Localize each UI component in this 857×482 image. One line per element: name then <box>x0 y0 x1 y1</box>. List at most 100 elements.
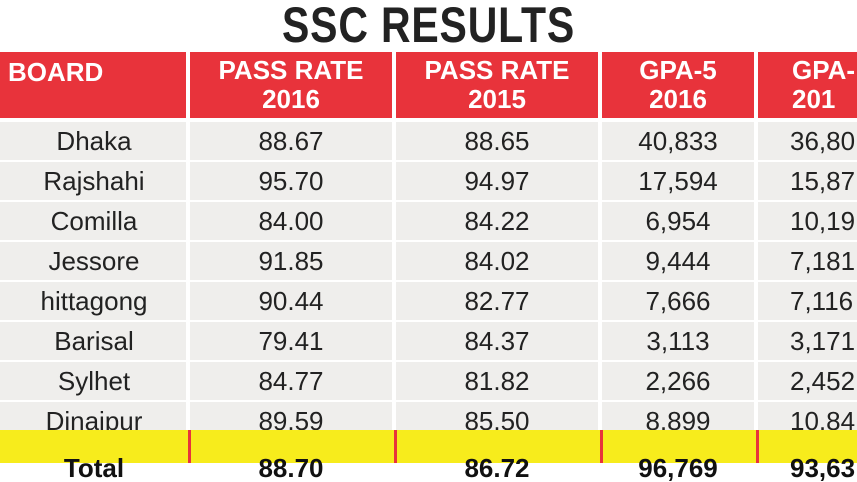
table-cell: 81.82 <box>396 362 598 400</box>
table-cell: 15,87 <box>758 162 857 200</box>
cell-text: 88.67 <box>258 125 324 156</box>
table-cell: 94.97 <box>396 162 598 200</box>
cell-text: 2,266 <box>645 365 711 396</box>
table-cell: 7,666 <box>602 282 754 320</box>
table-cell: 84.37 <box>396 322 598 360</box>
total-text: 93,63 <box>790 452 856 482</box>
cell-text: 91.85 <box>258 245 324 276</box>
cell-text: 15,87 <box>790 165 856 196</box>
header-text: GPA-5 <box>639 55 717 85</box>
table-cell: 84.77 <box>190 362 392 400</box>
table-cell: 3,171 <box>758 322 857 360</box>
table-cell: Comilla <box>0 202 186 240</box>
total-text: 86.72 <box>464 452 530 482</box>
cell-text: Dhaka <box>56 125 132 156</box>
table-cell: 10,19 <box>758 202 857 240</box>
table-cell: 2,452 <box>758 362 857 400</box>
cell-text: 2,452 <box>790 365 856 396</box>
header-text: BOARD <box>8 57 104 87</box>
table-cell: 84.00 <box>190 202 392 240</box>
total-cell: 88.70 <box>190 448 392 482</box>
cell-text: 88.65 <box>464 125 530 156</box>
cell-text: 82.77 <box>464 285 530 316</box>
cell-text: hittagong <box>40 285 148 316</box>
table-cell: 84.22 <box>396 202 598 240</box>
cell-text: Barisal <box>54 325 134 356</box>
cell-text: 6,954 <box>645 205 711 236</box>
cell-text: 7,666 <box>645 285 711 316</box>
cell-text: 40,833 <box>638 125 718 156</box>
table-cell: 90.44 <box>190 282 392 320</box>
header-cell: GPA- 201 <box>758 52 857 118</box>
table-cell: 7,181 <box>758 242 857 280</box>
header-cell: PASS RATE 2015 <box>396 52 598 118</box>
header-text: 2016 <box>262 84 320 114</box>
divider <box>394 430 397 463</box>
table-cell: 79.41 <box>190 322 392 360</box>
table-cell: 36,80 <box>758 122 857 160</box>
total-text: Total <box>63 452 125 482</box>
header-text: GPA- <box>792 55 856 85</box>
table-cell: Sylhet <box>0 362 186 400</box>
table-cell: 3,113 <box>602 322 754 360</box>
header-text: 201 <box>792 84 836 114</box>
cell-text: 95.70 <box>258 165 324 196</box>
cell-text: 90.44 <box>258 285 324 316</box>
table-cell: 84.02 <box>396 242 598 280</box>
total-cell: 86.72 <box>396 448 598 482</box>
cell-text: 9,444 <box>645 245 711 276</box>
table-cell: 6,954 <box>602 202 754 240</box>
cell-text: 84.37 <box>464 325 530 356</box>
header-text: PASS RATE <box>218 55 364 85</box>
total-cell: Total <box>0 448 186 482</box>
cell-text: Jessore <box>48 245 140 276</box>
title: SSC RESULTS <box>281 0 576 53</box>
header-text: PASS RATE <box>424 55 570 85</box>
table-cell: 9,444 <box>602 242 754 280</box>
cell-text: Sylhet <box>57 365 131 396</box>
table-cell: 2,266 <box>602 362 754 400</box>
table-cell: 17,594 <box>602 162 754 200</box>
header-text: 2016 <box>649 84 707 114</box>
cell-text: 7,181 <box>790 245 856 276</box>
cell-text: 94.97 <box>464 165 530 196</box>
total-cell: 93,63 <box>758 448 857 482</box>
cell-text: 3,171 <box>790 325 856 356</box>
total-cell: 96,769 <box>602 448 754 482</box>
table-cell: 88.67 <box>190 122 392 160</box>
table-cell: 40,833 <box>602 122 754 160</box>
table-cell: Rajshahi <box>0 162 186 200</box>
cell-text: 79.41 <box>258 325 324 356</box>
table-cell: Jessore <box>0 242 186 280</box>
table-cell: hittagong <box>0 282 186 320</box>
table-cell: 88.65 <box>396 122 598 160</box>
total-band <box>0 430 857 463</box>
cell-text: 36,80 <box>790 125 856 156</box>
divider <box>756 430 759 463</box>
total-text: 88.70 <box>258 452 324 482</box>
table-cell: 7,116 <box>758 282 857 320</box>
table-cell: Dhaka <box>0 122 186 160</box>
divider <box>188 430 191 463</box>
table-cell: Barisal <box>0 322 186 360</box>
header-cell: PASS RATE 2016 <box>190 52 392 118</box>
header-cell: GPA-5 2016 <box>602 52 754 118</box>
cell-text: 84.77 <box>258 365 324 396</box>
table-cell: 91.85 <box>190 242 392 280</box>
cell-text: Comilla <box>50 205 138 236</box>
divider <box>600 430 603 463</box>
cell-text: 17,594 <box>638 165 718 196</box>
header-cell: BOARD <box>0 52 186 118</box>
cell-text: 10,19 <box>790 205 856 236</box>
cell-text: 81.82 <box>464 365 530 396</box>
cell-text: 84.00 <box>258 205 324 236</box>
table-cell: 95.70 <box>190 162 392 200</box>
header-text: 2015 <box>468 84 526 114</box>
cell-text: 3,113 <box>646 325 710 356</box>
cell-text: 7,116 <box>790 285 854 316</box>
cell-text: 84.02 <box>464 245 530 276</box>
cell-text: Rajshahi <box>43 165 145 196</box>
cell-text: 84.22 <box>464 205 530 236</box>
total-text: 96,769 <box>638 452 718 482</box>
